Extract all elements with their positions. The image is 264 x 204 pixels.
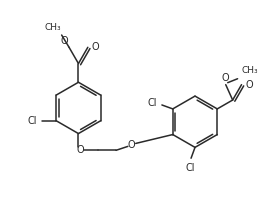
Text: O: O xyxy=(128,140,136,150)
Text: CH₃: CH₃ xyxy=(44,23,61,32)
Text: O: O xyxy=(60,36,68,46)
Text: Cl: Cl xyxy=(148,98,157,108)
Text: O: O xyxy=(246,80,253,90)
Text: Cl: Cl xyxy=(28,116,37,126)
Text: O: O xyxy=(92,42,100,52)
Text: CH₃: CH₃ xyxy=(242,66,258,75)
Text: O: O xyxy=(77,145,84,155)
Text: Cl: Cl xyxy=(185,163,195,173)
Text: O: O xyxy=(222,73,229,83)
